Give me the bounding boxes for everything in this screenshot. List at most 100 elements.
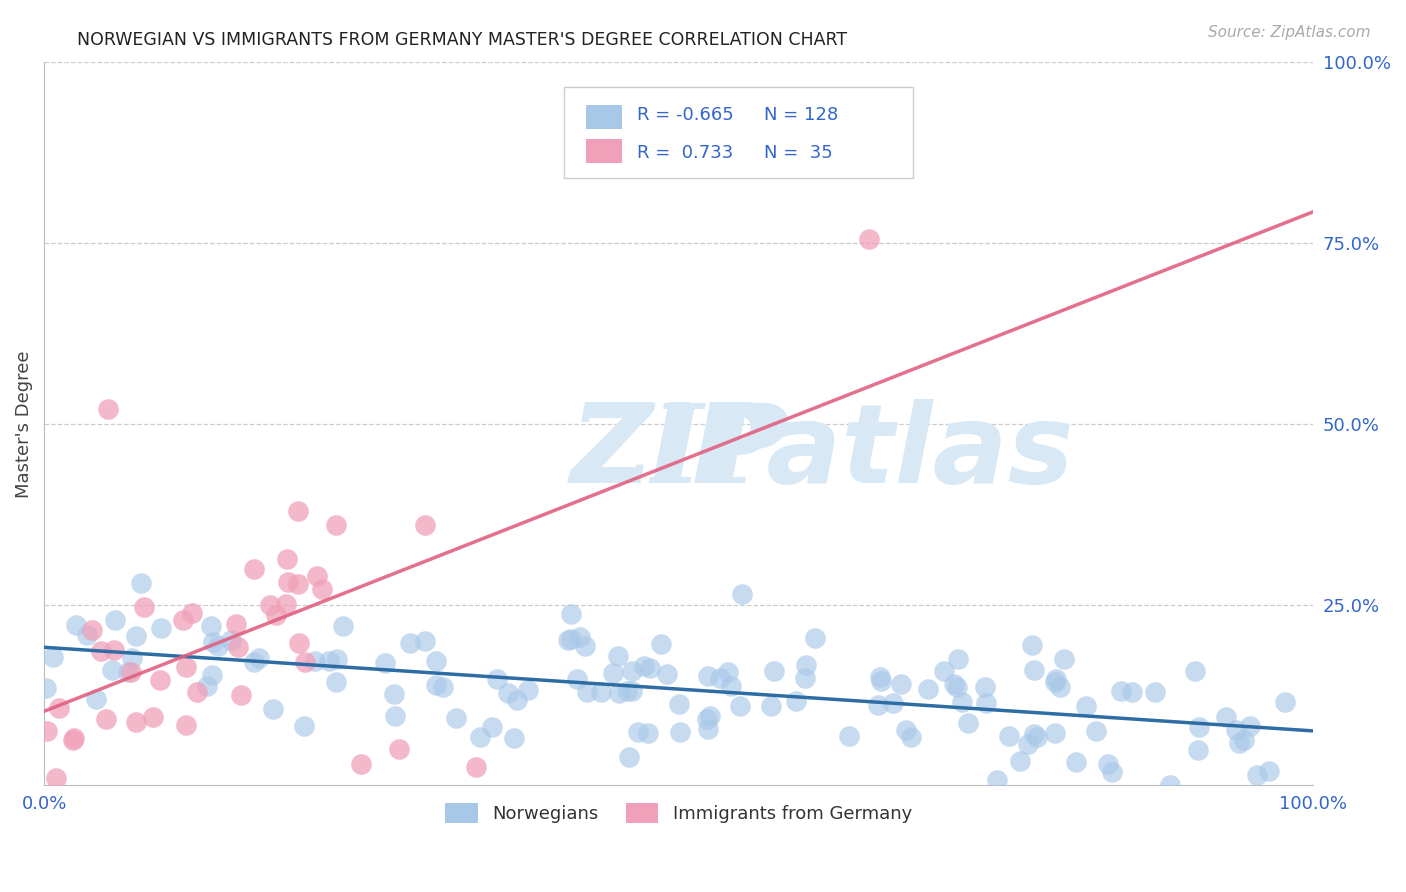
Point <box>262 702 284 716</box>
Point <box>1025 730 1047 744</box>
Point <box>900 730 922 744</box>
Text: ZIP: ZIP <box>571 399 787 507</box>
Point <box>1053 652 1076 666</box>
Point <box>616 684 638 698</box>
Point <box>574 639 596 653</box>
Point <box>325 518 347 533</box>
Point <box>264 608 287 623</box>
Text: N =  35: N = 35 <box>763 144 832 161</box>
Point <box>65 618 87 632</box>
Point <box>868 698 890 712</box>
Text: R =  0.733: R = 0.733 <box>637 144 733 161</box>
Point <box>858 232 880 246</box>
Point <box>103 643 125 657</box>
Point <box>896 723 918 738</box>
Point <box>720 680 742 694</box>
Point <box>1084 724 1107 739</box>
Point <box>785 694 807 708</box>
Text: R = -0.665: R = -0.665 <box>637 106 734 124</box>
Point <box>731 587 754 601</box>
Point <box>325 652 347 666</box>
Point <box>142 710 165 724</box>
Point <box>225 616 247 631</box>
Point <box>638 661 661 675</box>
Point <box>1232 733 1254 747</box>
Point <box>943 676 966 690</box>
Point <box>219 633 242 648</box>
Point <box>311 582 333 597</box>
Point <box>35 724 58 739</box>
Point <box>94 712 117 726</box>
Point <box>728 699 751 714</box>
Legend: Norwegians, Immigrants from Germany: Norwegians, Immigrants from Germany <box>439 796 920 830</box>
Text: NORWEGIAN VS IMMIGRANTS FROM GERMANY MASTER'S DEGREE CORRELATION CHART: NORWEGIAN VS IMMIGRANTS FROM GERMANY MAS… <box>77 31 848 49</box>
Point <box>1045 672 1067 686</box>
Point <box>633 658 655 673</box>
Point <box>307 568 329 582</box>
Point <box>76 628 98 642</box>
Point <box>125 714 148 729</box>
Point <box>62 733 84 747</box>
Point <box>486 673 509 687</box>
Point <box>202 635 225 649</box>
Point <box>413 518 436 533</box>
Text: Source: ZipAtlas.com: Source: ZipAtlas.com <box>1208 25 1371 40</box>
Bar <box>586 139 621 163</box>
Point <box>1101 764 1123 779</box>
Point <box>277 574 299 589</box>
Text: ZIPatlas: ZIPatlas <box>571 400 1074 507</box>
Point <box>292 719 315 733</box>
Point <box>200 618 222 632</box>
Point <box>696 669 718 683</box>
Point <box>620 684 643 698</box>
Point <box>174 718 197 732</box>
Point <box>63 731 86 745</box>
Point <box>602 666 624 681</box>
Point <box>1064 755 1087 769</box>
Point <box>1229 736 1251 750</box>
Point <box>1097 756 1119 771</box>
Point <box>498 686 520 700</box>
Point <box>668 697 690 711</box>
Point <box>174 660 197 674</box>
Point <box>186 685 208 699</box>
Point <box>890 677 912 691</box>
Point <box>946 680 969 694</box>
Point <box>575 685 598 699</box>
Point <box>287 576 309 591</box>
FancyBboxPatch shape <box>564 87 914 178</box>
Point <box>425 678 447 692</box>
Point <box>332 619 354 633</box>
Point <box>998 729 1021 743</box>
Point <box>974 697 997 711</box>
Point <box>869 669 891 683</box>
Point <box>121 651 143 665</box>
Point <box>1021 638 1043 652</box>
Point <box>1159 779 1181 793</box>
Point <box>620 664 643 678</box>
Point <box>1225 723 1247 737</box>
Point <box>804 632 827 646</box>
Point <box>274 597 297 611</box>
Point <box>276 552 298 566</box>
Point <box>468 731 491 745</box>
Point <box>44 771 66 785</box>
Point <box>432 680 454 694</box>
Point <box>444 711 467 725</box>
Point <box>464 760 486 774</box>
Point <box>84 692 107 706</box>
Point <box>627 725 650 739</box>
Point <box>1121 685 1143 699</box>
Point <box>869 674 891 689</box>
Point <box>207 639 229 653</box>
Point <box>398 636 420 650</box>
Point <box>1022 663 1045 677</box>
Point <box>589 685 612 699</box>
Point <box>48 701 70 715</box>
Point <box>120 665 142 679</box>
Point <box>82 623 104 637</box>
Point <box>287 636 309 650</box>
Point <box>560 607 582 621</box>
Point <box>882 696 904 710</box>
Point <box>117 665 139 680</box>
